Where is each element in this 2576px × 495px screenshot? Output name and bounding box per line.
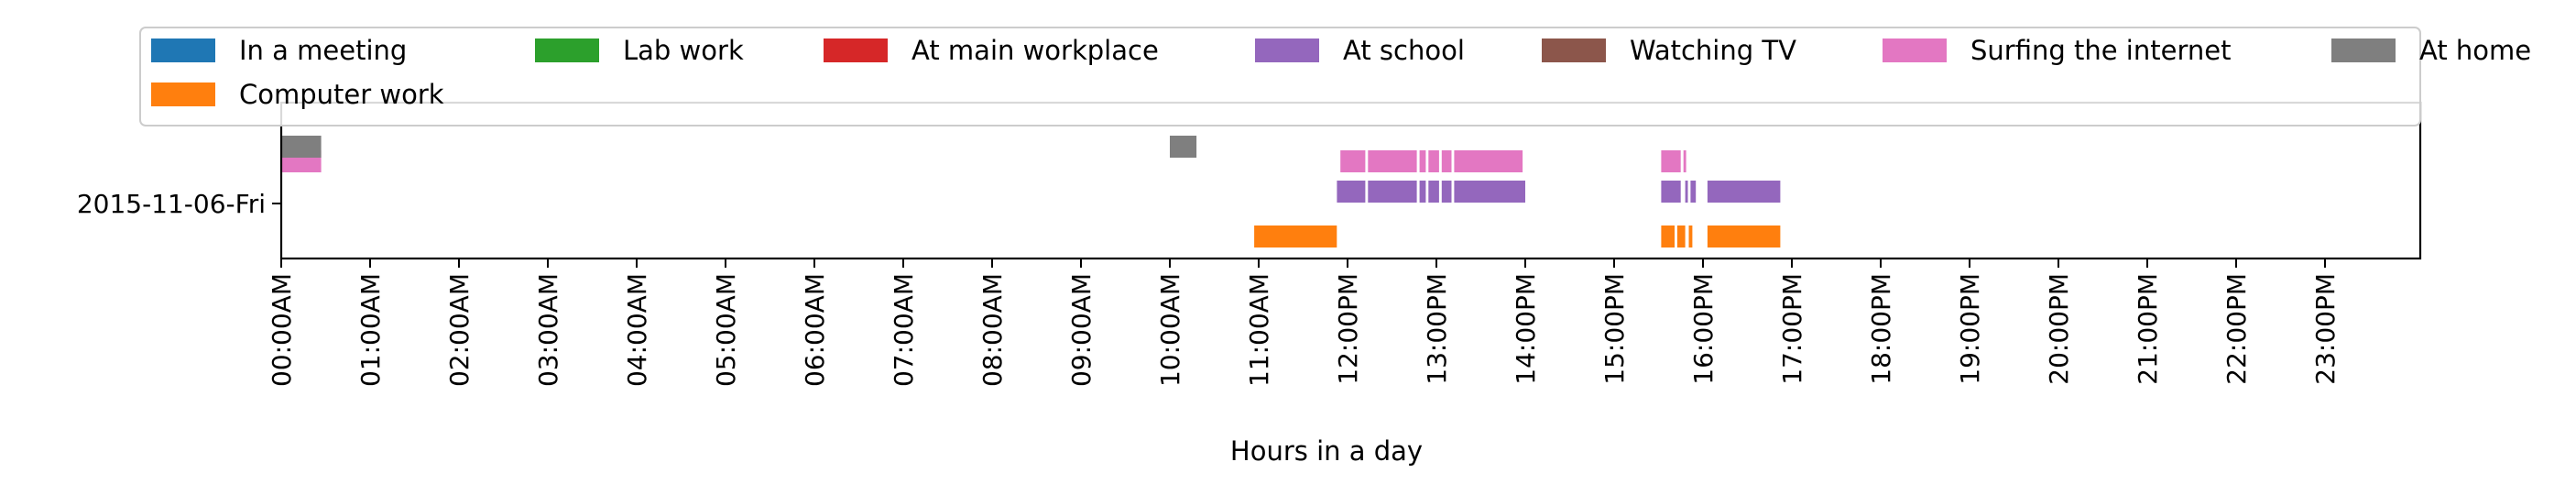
legend-label: At main workplace <box>911 35 1159 66</box>
legend-label: Computer work <box>239 79 444 110</box>
legend-swatch <box>1542 38 1606 62</box>
x-tick-label: 23:00PM <box>2310 273 2341 385</box>
activity-bar <box>1441 150 1452 172</box>
legend-label: Surfing the internet <box>1970 35 2231 66</box>
activity-bar <box>1454 181 1525 203</box>
legend-item: At home <box>2331 35 2531 66</box>
x-tick-label: 16:00PM <box>1688 273 1719 385</box>
x-tick-label: 05:00AM <box>711 273 741 387</box>
legend-item: Computer work <box>151 79 444 110</box>
x-tick-label: 10:00AM <box>1155 273 1185 387</box>
activity-bar <box>1454 150 1523 172</box>
legend: In a meeting Computer work Lab work At main… <box>139 27 2531 126</box>
x-tick-label: 04:00AM <box>622 273 652 387</box>
activity-bars <box>281 136 1781 248</box>
legend-label: At school <box>1343 35 1465 66</box>
y-axis: 2015-11-06-Fri <box>77 189 281 219</box>
legend-item: At school <box>1255 35 1465 66</box>
legend-swatch <box>535 38 599 62</box>
legend-label: Lab work <box>623 35 744 66</box>
legend-swatch <box>2331 38 2396 62</box>
x-tick-label: 19:00PM <box>1955 273 1985 385</box>
activity-bar <box>1368 150 1417 172</box>
legend-item: Surfing the internet <box>1883 35 2231 66</box>
activity-bar <box>1254 226 1337 248</box>
x-tick-label: 09:00AM <box>1066 273 1097 387</box>
legend-swatch <box>824 38 888 62</box>
activity-bar <box>1661 150 1681 172</box>
legend-item: Watching TV <box>1542 35 1796 66</box>
x-tick-label: 03:00AM <box>533 273 563 387</box>
x-tick-label: 22:00PM <box>2221 273 2252 385</box>
x-tick-label: 00:00AM <box>267 273 297 387</box>
x-tick-label: 07:00AM <box>889 273 919 387</box>
x-tick-label: 01:00AM <box>355 273 386 387</box>
legend-swatch <box>1255 38 1319 62</box>
legend-label: At home <box>2419 35 2531 66</box>
activity-bar <box>1170 136 1197 158</box>
x-axis: 00:00AM 01:00AM 02:00AM 03:00AM 04:00AM 05:00… <box>267 258 2341 387</box>
x-tick-label: 06:00AM <box>800 273 830 387</box>
legend-item: In a meeting <box>151 35 407 66</box>
legend-label: In a meeting <box>239 35 407 66</box>
activity-bar <box>1661 181 1681 203</box>
x-tick-label: 12:00PM <box>1333 273 1363 385</box>
activity-bar <box>1676 226 1686 248</box>
legend-item: Lab work <box>535 35 744 66</box>
x-tick-label: 13:00PM <box>1422 273 1452 385</box>
x-tick-label: 21:00PM <box>2133 273 2163 385</box>
legend-label: Watching TV <box>1630 35 1796 66</box>
x-tick-label: 14:00PM <box>1511 273 1541 385</box>
activity-bar <box>281 136 322 158</box>
activity-bar <box>1707 226 1781 248</box>
x-tick-label: 08:00AM <box>977 273 1008 387</box>
activity-bar <box>1707 181 1781 203</box>
x-tick-label: 15:00PM <box>1599 273 1630 385</box>
x-axis-label: Hours in a day <box>1230 435 1423 467</box>
legend-item: At main workplace <box>824 35 1159 66</box>
x-tick-label: 20:00PM <box>2044 273 2074 385</box>
activity-bar <box>1428 181 1439 203</box>
activity-bar <box>1683 150 1686 172</box>
x-tick-label: 18:00PM <box>1866 273 1896 385</box>
activity-bar <box>1337 181 1366 203</box>
activity-bar <box>1661 226 1675 248</box>
activity-bar <box>1419 150 1426 172</box>
activity-bar <box>1685 181 1688 203</box>
legend-frame <box>139 27 2421 126</box>
activity-bar <box>1690 181 1697 203</box>
activity-bar <box>1340 150 1366 172</box>
legend-swatch <box>151 38 215 62</box>
activity-bar <box>1368 181 1417 203</box>
activity-bar <box>1688 226 1693 248</box>
activity-bar <box>1428 150 1439 172</box>
legend-swatch <box>151 82 215 106</box>
activity-bar <box>1441 181 1452 203</box>
activity-bar <box>1419 181 1426 203</box>
x-tick-label: 11:00AM <box>1244 273 1274 387</box>
y-tick-label: 2015-11-06-Fri <box>77 189 266 219</box>
x-tick-label: 17:00PM <box>1777 273 1807 385</box>
x-tick-label: 02:00AM <box>444 273 475 387</box>
legend-swatch <box>1883 38 1947 62</box>
